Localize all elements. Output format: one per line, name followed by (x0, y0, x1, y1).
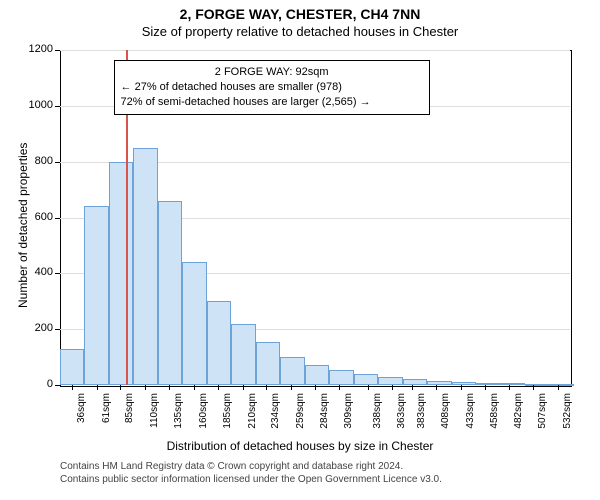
x-tick (243, 385, 244, 390)
x-tick (509, 385, 510, 390)
histogram-bar (207, 301, 231, 385)
histogram-bar (109, 162, 133, 385)
x-tick (194, 385, 195, 390)
x-tick-label: 338sqm (372, 393, 383, 441)
y-axis-label: Number of detached properties (16, 142, 30, 307)
x-tick-label: 210sqm (247, 393, 258, 441)
histogram-bar (500, 383, 524, 385)
y-tick (55, 106, 60, 107)
x-tick-label: 85sqm (124, 393, 135, 441)
histogram-bar (133, 148, 157, 385)
x-tick-label: 482sqm (513, 393, 524, 441)
y-tick (55, 385, 60, 386)
histogram-bar (60, 349, 84, 385)
x-tick (97, 385, 98, 390)
y-tick-label: 600 (15, 211, 53, 223)
x-tick (266, 385, 267, 390)
x-tick (218, 385, 219, 390)
histogram-bar (452, 382, 476, 385)
x-tick-label: 234sqm (270, 393, 281, 441)
annotation-line-3: 72% of semi-detached houses are larger (… (121, 95, 423, 110)
y-tick-label: 1200 (15, 43, 53, 55)
x-tick (315, 385, 316, 390)
x-tick (558, 385, 559, 390)
histogram-bar (354, 374, 378, 385)
x-tick (339, 385, 340, 390)
y-tick (55, 50, 60, 51)
x-tick (72, 385, 73, 390)
y-tick (55, 329, 60, 330)
x-tick-label: 61sqm (101, 393, 112, 441)
y-tick (55, 162, 60, 163)
annotation-box: 2 FORGE WAY: 92sqm← 27% of detached hous… (114, 60, 430, 115)
histogram-bar (549, 384, 573, 386)
footer-line-2: Contains public sector information licen… (60, 474, 442, 487)
x-tick (485, 385, 486, 390)
x-tick-label: 408sqm (440, 393, 451, 441)
histogram-bar (280, 357, 304, 385)
histogram-bar (329, 370, 353, 385)
histogram-bar (305, 365, 329, 385)
x-tick-label: 433sqm (465, 393, 476, 441)
x-tick (392, 385, 393, 390)
x-tick-label: 363sqm (396, 393, 407, 441)
x-tick-label: 185sqm (222, 393, 233, 441)
x-tick (145, 385, 146, 390)
footer-attribution: Contains HM Land Registry data © Crown c… (60, 461, 442, 486)
x-tick (533, 385, 534, 390)
y-tick-label: 200 (15, 322, 53, 334)
histogram-bar (182, 262, 206, 385)
x-tick (461, 385, 462, 390)
x-tick-label: 507sqm (537, 393, 548, 441)
x-tick (291, 385, 292, 390)
x-tick-label: 110sqm (149, 393, 160, 441)
x-tick-label: 259sqm (295, 393, 306, 441)
y-tick-label: 800 (15, 155, 53, 167)
annotation-line-1: 2 FORGE WAY: 92sqm (121, 65, 423, 80)
x-tick (412, 385, 413, 390)
annotation-line-2: ← 27% of detached houses are smaller (97… (121, 80, 423, 95)
address-title: 2, FORGE WAY, CHESTER, CH4 7NN (0, 0, 600, 22)
x-tick (169, 385, 170, 390)
x-tick-label: 160sqm (198, 393, 209, 441)
y-tick (55, 218, 60, 219)
histogram-bar (84, 206, 108, 385)
y-tick (55, 273, 60, 274)
gridline (60, 50, 570, 51)
x-tick-label: 458sqm (489, 393, 500, 441)
x-tick-label: 309sqm (343, 393, 354, 441)
y-tick-label: 1000 (15, 99, 53, 111)
x-tick-label: 135sqm (173, 393, 184, 441)
x-tick-label: 532sqm (562, 393, 573, 441)
x-tick (120, 385, 121, 390)
chart-container: 2, FORGE WAY, CHESTER, CH4 7NN Size of p… (0, 0, 600, 500)
histogram-bar (231, 324, 255, 385)
x-tick (436, 385, 437, 390)
x-tick-label: 36sqm (76, 393, 87, 441)
histogram-bar (427, 381, 451, 385)
chart-subtitle: Size of property relative to detached ho… (0, 22, 600, 39)
histogram-bar (403, 379, 427, 385)
histogram-bar (256, 342, 280, 385)
x-tick (368, 385, 369, 390)
histogram-bar (378, 377, 402, 385)
histogram-bar (476, 383, 500, 385)
x-axis-label: Distribution of detached houses by size … (0, 439, 600, 453)
histogram-bar (158, 201, 182, 385)
histogram-bar (525, 384, 549, 386)
y-tick-label: 400 (15, 266, 53, 278)
y-tick-label: 0 (15, 378, 53, 390)
footer-line-1: Contains HM Land Registry data © Crown c… (60, 461, 442, 474)
x-tick-label: 383sqm (416, 393, 427, 441)
x-tick-label: 284sqm (319, 393, 330, 441)
